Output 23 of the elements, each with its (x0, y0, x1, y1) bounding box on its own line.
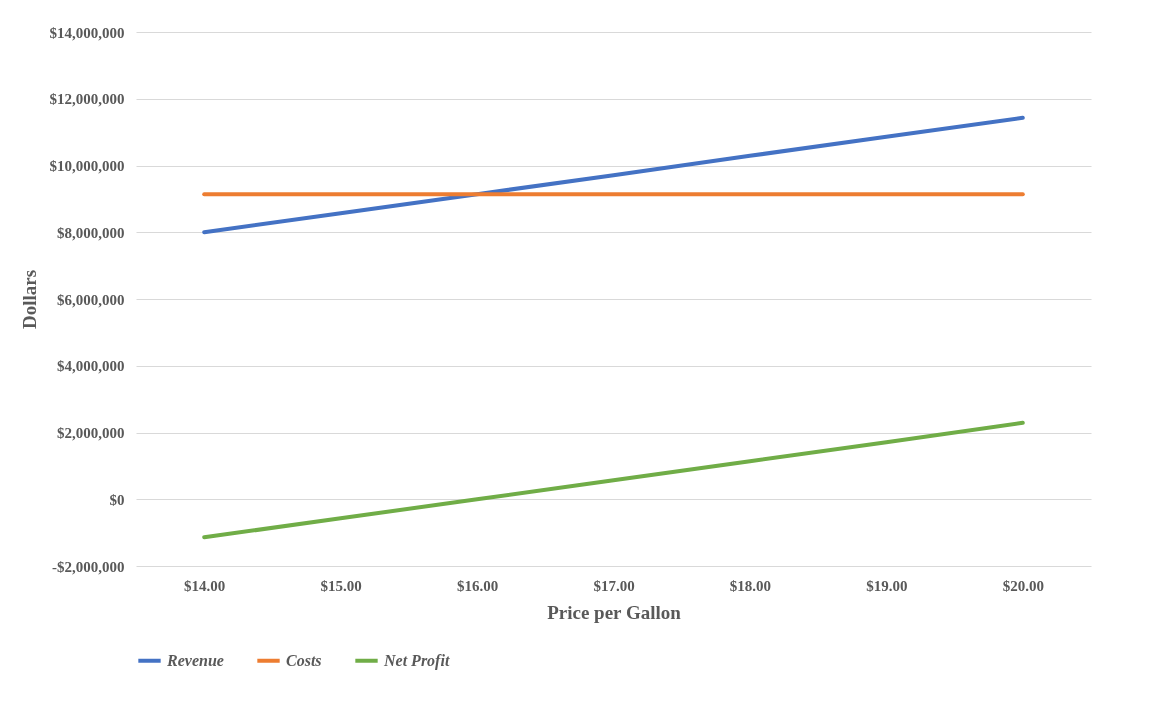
x-tick-label: $20.00 (1002, 577, 1044, 594)
y-axis-title: Dollars (18, 269, 40, 330)
x-tick-label: $14.00 (184, 577, 226, 594)
y-tick-label: $12,000,000 (49, 91, 125, 108)
y-tick-label: $10,000,000 (49, 158, 125, 174)
y-tick-label: -$2,000,000 (52, 558, 125, 575)
y-tick-label: $4,000,000 (57, 358, 125, 375)
x-tick-label: $19.00 (866, 577, 908, 594)
x-tick-label: $18.00 (729, 577, 772, 594)
legend-label: Revenue (166, 651, 224, 669)
line-series (202, 420, 1025, 540)
y-tick-label: $8,000,000 (57, 224, 125, 241)
y-tick-label: $14,000,000 (49, 24, 125, 41)
y-tick-label: $0 (109, 491, 125, 508)
x-tick-label: $15.00 (320, 577, 362, 594)
x-axis-title: Price per Gallon (547, 601, 682, 623)
x-tick-label: $17.00 (593, 577, 635, 594)
y-tick-label: $2,000,000 (57, 425, 125, 441)
y-tick-label: $6,000,000 (57, 291, 125, 308)
x-tick-label: $16.00 (456, 577, 499, 594)
legend-label: Costs (286, 651, 322, 669)
legend-label: Net Profit (383, 651, 450, 670)
line-series (202, 115, 1025, 235)
